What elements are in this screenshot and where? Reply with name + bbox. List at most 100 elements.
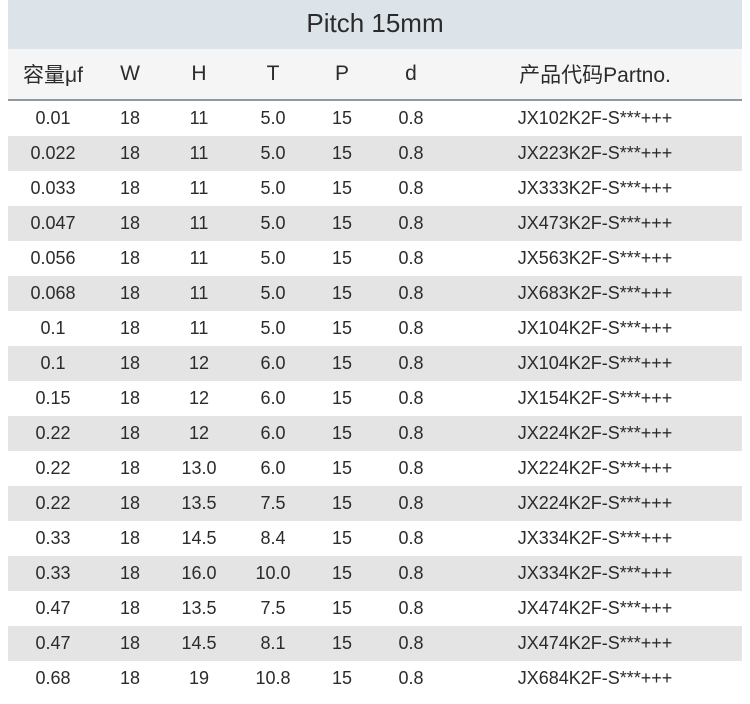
cell-part: JX223K2F-S***+++ <box>448 136 742 171</box>
cell-cap: 0.22 <box>8 416 98 451</box>
table-row: 0.03318115.0150.8JX333K2F-S***+++ <box>8 171 742 206</box>
cell-d: 0.8 <box>374 556 448 591</box>
cell-T: 6.0 <box>236 346 310 381</box>
cell-H: 11 <box>162 276 236 311</box>
col-header-capacity: 容量μf <box>8 49 98 100</box>
cell-T: 5.0 <box>236 206 310 241</box>
cell-d: 0.8 <box>374 311 448 346</box>
cell-T: 5.0 <box>236 171 310 206</box>
col-header-partno: 产品代码Partno. <box>448 49 742 100</box>
table-row: 0.2218126.0150.8JX224K2F-S***+++ <box>8 416 742 451</box>
cell-W: 18 <box>98 416 162 451</box>
cell-d: 0.8 <box>374 381 448 416</box>
cell-part: JX102K2F-S***+++ <box>448 100 742 136</box>
col-header-w: W <box>98 49 162 100</box>
cell-P: 15 <box>310 241 374 276</box>
cell-cap: 0.47 <box>8 626 98 661</box>
cell-T: 8.4 <box>236 521 310 556</box>
cell-P: 15 <box>310 206 374 241</box>
cell-d: 0.8 <box>374 346 448 381</box>
cell-W: 18 <box>98 451 162 486</box>
cell-H: 13.5 <box>162 486 236 521</box>
cell-T: 5.0 <box>236 311 310 346</box>
cell-d: 0.8 <box>374 451 448 486</box>
table-row: 0.471814.58.1150.8JX474K2F-S***+++ <box>8 626 742 661</box>
cell-part: JX474K2F-S***+++ <box>448 591 742 626</box>
cell-d: 0.8 <box>374 661 448 696</box>
cell-T: 5.0 <box>236 276 310 311</box>
cell-P: 15 <box>310 346 374 381</box>
table-row: 0.05618115.0150.8JX563K2F-S***+++ <box>8 241 742 276</box>
cell-cap: 0.33 <box>8 556 98 591</box>
table-row: 0.118115.0150.8JX104K2F-S***+++ <box>8 311 742 346</box>
cell-part: JX473K2F-S***+++ <box>448 206 742 241</box>
cell-T: 10.0 <box>236 556 310 591</box>
cell-W: 18 <box>98 381 162 416</box>
cell-cap: 0.01 <box>8 100 98 136</box>
cell-W: 18 <box>98 171 162 206</box>
col-header-p: P <box>310 49 374 100</box>
table-row: 0.06818115.0150.8JX683K2F-S***+++ <box>8 276 742 311</box>
cell-part: JX224K2F-S***+++ <box>448 451 742 486</box>
cell-d: 0.8 <box>374 486 448 521</box>
cell-d: 0.8 <box>374 171 448 206</box>
cell-T: 6.0 <box>236 381 310 416</box>
table-title: Pitch 15mm <box>8 0 742 49</box>
cell-P: 15 <box>310 276 374 311</box>
cell-H: 11 <box>162 171 236 206</box>
cell-cap: 0.056 <box>8 241 98 276</box>
cell-W: 18 <box>98 486 162 521</box>
cell-W: 18 <box>98 100 162 136</box>
cell-d: 0.8 <box>374 136 448 171</box>
table-row: 0.471813.57.5150.8JX474K2F-S***+++ <box>8 591 742 626</box>
cell-cap: 0.22 <box>8 451 98 486</box>
cell-W: 18 <box>98 136 162 171</box>
cell-d: 0.8 <box>374 241 448 276</box>
cell-W: 18 <box>98 311 162 346</box>
cell-cap: 0.15 <box>8 381 98 416</box>
cell-part: JX104K2F-S***+++ <box>448 346 742 381</box>
col-header-t: T <box>236 49 310 100</box>
cell-P: 15 <box>310 100 374 136</box>
cell-part: JX224K2F-S***+++ <box>448 486 742 521</box>
cell-P: 15 <box>310 591 374 626</box>
cell-part: JX224K2F-S***+++ <box>448 416 742 451</box>
table-row: 0.04718115.0150.8JX473K2F-S***+++ <box>8 206 742 241</box>
cell-cap: 0.068 <box>8 276 98 311</box>
cell-part: JX684K2F-S***+++ <box>448 661 742 696</box>
cell-part: JX154K2F-S***+++ <box>448 381 742 416</box>
cell-cap: 0.22 <box>8 486 98 521</box>
cell-P: 15 <box>310 171 374 206</box>
cell-H: 13.0 <box>162 451 236 486</box>
cell-P: 15 <box>310 556 374 591</box>
cell-part: JX334K2F-S***+++ <box>448 556 742 591</box>
cell-W: 18 <box>98 346 162 381</box>
cell-cap: 0.33 <box>8 521 98 556</box>
cell-cap: 0.047 <box>8 206 98 241</box>
cell-H: 11 <box>162 100 236 136</box>
cell-part: JX474K2F-S***+++ <box>448 626 742 661</box>
cell-cap: 0.68 <box>8 661 98 696</box>
cell-cap: 0.1 <box>8 311 98 346</box>
table-row: 0.1518126.0150.8JX154K2F-S***+++ <box>8 381 742 416</box>
cell-W: 18 <box>98 206 162 241</box>
cell-part: JX333K2F-S***+++ <box>448 171 742 206</box>
cell-W: 18 <box>98 556 162 591</box>
table-title-row: Pitch 15mm <box>8 0 742 49</box>
cell-P: 15 <box>310 381 374 416</box>
cell-W: 18 <box>98 276 162 311</box>
cell-cap: 0.022 <box>8 136 98 171</box>
cell-H: 12 <box>162 416 236 451</box>
cell-H: 11 <box>162 311 236 346</box>
cell-cap: 0.1 <box>8 346 98 381</box>
cell-P: 15 <box>310 521 374 556</box>
cell-part: JX563K2F-S***+++ <box>448 241 742 276</box>
col-header-d: d <box>374 49 448 100</box>
cell-T: 5.0 <box>236 100 310 136</box>
cell-part: JX683K2F-S***+++ <box>448 276 742 311</box>
cell-P: 15 <box>310 311 374 346</box>
cell-d: 0.8 <box>374 206 448 241</box>
table-row: 0.331816.010.0150.8JX334K2F-S***+++ <box>8 556 742 591</box>
cell-P: 15 <box>310 626 374 661</box>
cell-d: 0.8 <box>374 521 448 556</box>
